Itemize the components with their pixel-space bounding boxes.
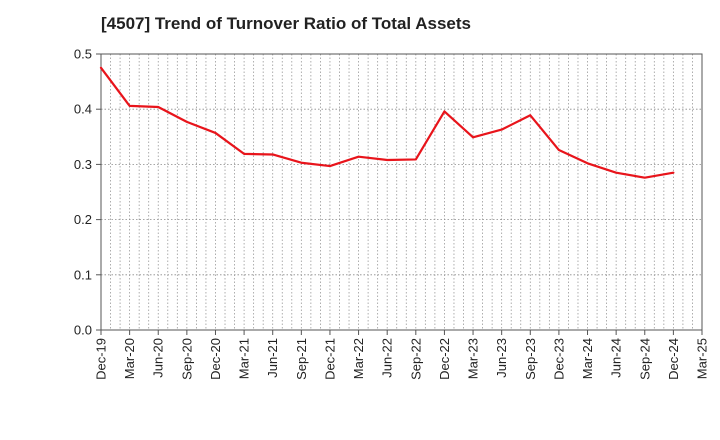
y-axis-ticks: 0.0 0.1 0.2 0.3 0.4 0.5 xyxy=(74,47,101,338)
x-tick-label: Sep-22 xyxy=(408,338,423,380)
x-tick-label: Dec-19 xyxy=(94,338,109,380)
y-tick-label: 0.0 xyxy=(74,323,92,338)
x-tick-label: Sep-20 xyxy=(179,338,194,380)
y-tick-label: 0.4 xyxy=(74,102,92,117)
x-tick-label: Jun-20 xyxy=(151,338,166,378)
x-tick-label: Dec-23 xyxy=(551,338,566,380)
x-tick-label: Dec-24 xyxy=(666,338,681,380)
x-tick-label: Mar-20 xyxy=(122,338,137,379)
x-tick-label: Mar-25 xyxy=(695,338,710,379)
x-axis-ticks: Dec-19 Mar-20 Jun-20 Sep-20 Dec-20 Mar-21 Jun-… xyxy=(94,330,710,380)
vertical-gridlines xyxy=(110,54,693,330)
x-tick-label: Dec-22 xyxy=(437,338,452,380)
x-tick-label: Sep-24 xyxy=(637,338,652,380)
x-tick-label: Sep-21 xyxy=(294,338,309,380)
y-tick-label: 0.3 xyxy=(74,157,92,172)
x-tick-label: Jun-24 xyxy=(609,338,624,378)
x-tick-label: Dec-21 xyxy=(322,338,337,380)
horizontal-gridlines xyxy=(101,108,702,276)
x-tick-label: Mar-21 xyxy=(237,338,252,379)
y-tick-label: 0.2 xyxy=(74,212,92,227)
x-tick-label: Jun-23 xyxy=(494,338,509,378)
x-tick-label: Mar-23 xyxy=(466,338,481,379)
y-tick-label: 0.1 xyxy=(74,267,92,282)
plot-frame xyxy=(100,53,703,331)
x-tick-label: Jun-21 xyxy=(265,338,280,378)
x-tick-label: Jun-22 xyxy=(380,338,395,378)
x-tick-label: Dec-20 xyxy=(208,338,223,380)
x-tick-label: Mar-22 xyxy=(351,338,366,379)
x-tick-label: Mar-24 xyxy=(580,338,595,379)
y-tick-label: 0.5 xyxy=(74,47,92,62)
x-tick-label: Sep-23 xyxy=(523,338,538,380)
series-line xyxy=(99,66,675,179)
chart-title: [4507] Trend of Turnover Ratio of Total … xyxy=(101,14,471,33)
